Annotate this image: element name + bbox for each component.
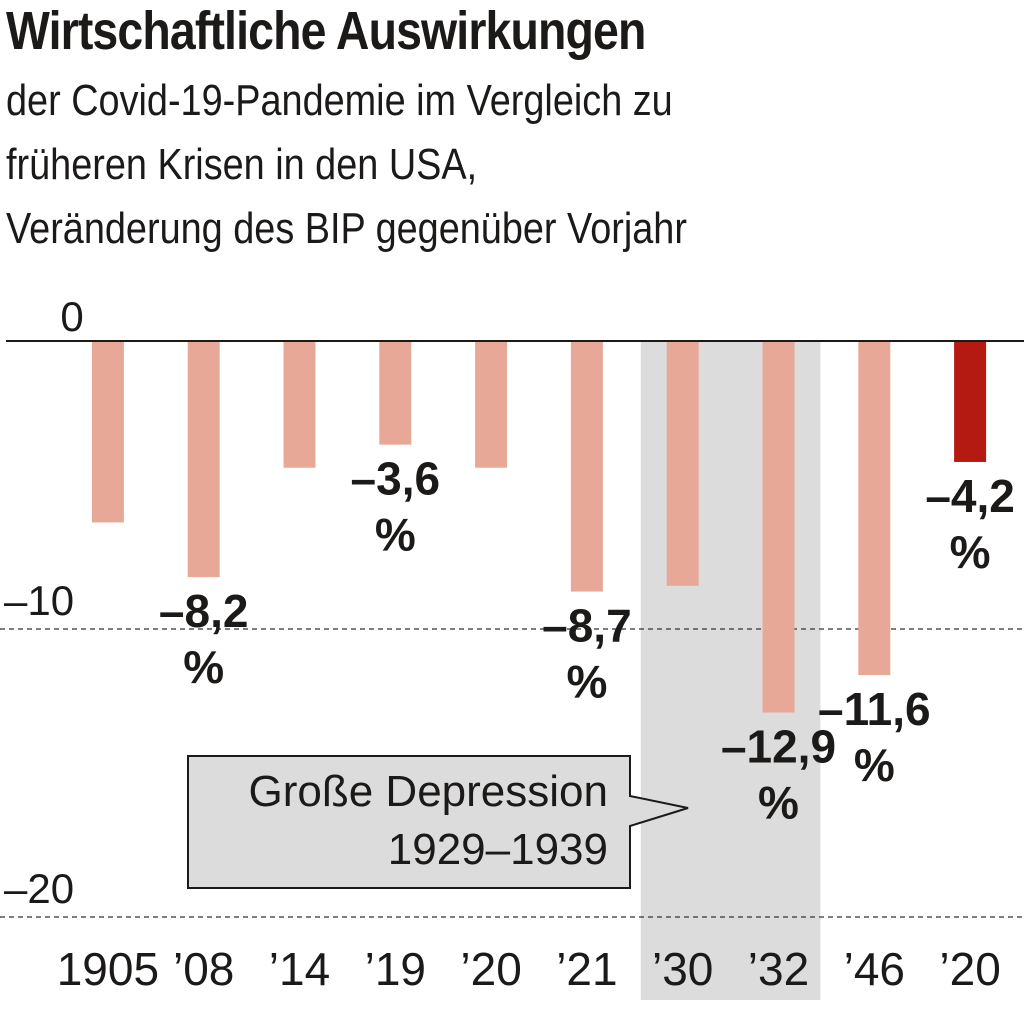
y-tick-label-0: 0 xyxy=(60,293,83,340)
y-tick-label-1: –10 xyxy=(4,577,74,624)
data-label-9-line-1: % xyxy=(950,526,991,578)
data-label-3-line-0: –3,6 xyxy=(351,453,441,505)
chart-subtitle-line-1: der Covid-19-Pandemie im Vergleich zu xyxy=(6,76,673,125)
data-label-1-line-0: –8,2 xyxy=(159,585,249,637)
bar-8 xyxy=(858,341,891,676)
bar-4 xyxy=(475,341,508,468)
annotation-line-1: 1929–1939 xyxy=(388,825,608,874)
bar-7 xyxy=(762,341,795,713)
x-tick-label-9: ’20 xyxy=(939,943,1000,995)
data-label-5-line-0: –8,7 xyxy=(542,600,632,652)
data-label-5-line-1: % xyxy=(566,656,607,708)
chart-subtitle-line-2: früheren Krisen in den USA, xyxy=(6,140,478,189)
data-label-7-line-1: % xyxy=(758,777,799,829)
bar-2 xyxy=(283,341,316,468)
x-tick-label-4: ’20 xyxy=(460,943,521,995)
data-label-1-line-1: % xyxy=(183,641,224,693)
annotation-line-0: Große Depression xyxy=(249,767,608,816)
x-tick-label-7: ’32 xyxy=(748,943,809,995)
bar-0 xyxy=(91,341,124,523)
x-tick-label-5: ’21 xyxy=(556,943,617,995)
annotation-box xyxy=(187,755,689,889)
x-tick-label-6: ’30 xyxy=(652,943,713,995)
y-tick-label-2: –20 xyxy=(4,865,74,912)
data-label-7-line-0: –12,9 xyxy=(721,721,836,773)
x-tick-label-3: ’19 xyxy=(365,943,426,995)
data-label-9-line-0: –4,2 xyxy=(925,470,1015,522)
x-tick-label-1: ’08 xyxy=(173,943,234,995)
x-tick-label-0: 1905 xyxy=(57,943,159,995)
bar-9 xyxy=(954,341,987,462)
data-label-8-line-0: –11,6 xyxy=(818,683,931,735)
chart-subtitle-line-3: Veränderung des BIP gegenüber Vorjahr xyxy=(6,204,687,253)
x-tick-label-2: ’14 xyxy=(269,943,330,995)
x-tick-label-8: ’46 xyxy=(844,943,905,995)
bar-5 xyxy=(570,341,603,592)
bar-1 xyxy=(187,341,220,578)
data-label-8-line-1: % xyxy=(854,739,895,791)
bar-3 xyxy=(379,341,412,445)
data-label-3-line-1: % xyxy=(375,509,416,561)
chart-title: Wirtschaftliche Auswirkungen xyxy=(6,1,646,61)
bar-6 xyxy=(666,341,699,586)
